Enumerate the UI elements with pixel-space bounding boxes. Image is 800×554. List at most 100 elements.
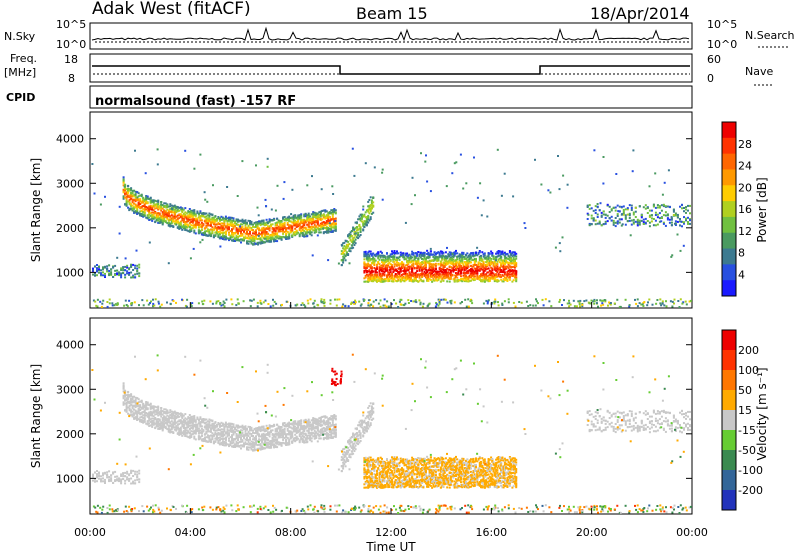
data-cell bbox=[232, 217, 235, 220]
data-cell bbox=[304, 226, 307, 229]
data-cell bbox=[167, 262, 170, 265]
data-cell bbox=[292, 218, 295, 221]
data-cell bbox=[357, 237, 360, 240]
data-cell bbox=[316, 221, 319, 224]
data-cell bbox=[193, 219, 196, 222]
data-cell bbox=[143, 198, 146, 201]
data-cell bbox=[488, 262, 491, 265]
data-cell bbox=[389, 275, 392, 278]
data-cell bbox=[588, 204, 591, 207]
data-cell bbox=[481, 272, 484, 275]
data-cell bbox=[406, 255, 409, 258]
data-cell bbox=[188, 211, 191, 214]
data-cell bbox=[304, 212, 307, 215]
data-cell bbox=[185, 229, 188, 232]
nave-tick-top: 60 bbox=[707, 53, 721, 66]
data-cell bbox=[449, 253, 452, 256]
data-cell bbox=[386, 274, 388, 277]
data-cell bbox=[228, 216, 230, 219]
data-cell bbox=[392, 260, 395, 263]
data-cell bbox=[417, 265, 420, 268]
data-cell bbox=[363, 215, 366, 218]
data-cell bbox=[562, 174, 565, 177]
data-cell bbox=[262, 221, 265, 224]
data-cell bbox=[209, 222, 212, 225]
data-cell bbox=[518, 301, 521, 303]
data-cell bbox=[465, 267, 467, 270]
data-cell bbox=[575, 305, 578, 308]
data-cell bbox=[259, 242, 262, 245]
noise-search-label: N.Search bbox=[745, 29, 795, 42]
data-cell bbox=[250, 227, 253, 229]
data-cell bbox=[128, 188, 131, 191]
data-cell bbox=[363, 213, 366, 216]
data-cell bbox=[161, 218, 164, 221]
data-cell bbox=[253, 230, 256, 233]
data-cell bbox=[496, 271, 499, 273]
data-cell bbox=[367, 299, 370, 302]
data-cell bbox=[421, 258, 424, 260]
data-cell bbox=[319, 211, 322, 214]
data-cell bbox=[631, 170, 634, 173]
data-cell bbox=[232, 226, 235, 229]
data-cell bbox=[685, 208, 687, 211]
data-cell bbox=[134, 264, 137, 267]
data-cell bbox=[421, 252, 424, 255]
data-cell bbox=[468, 261, 471, 264]
data-cell bbox=[325, 210, 328, 213]
data-cell bbox=[264, 229, 267, 232]
data-cell bbox=[418, 254, 421, 257]
data-cell bbox=[304, 220, 307, 223]
data-cell bbox=[482, 253, 485, 256]
data-cell bbox=[232, 238, 235, 241]
data-cell bbox=[244, 227, 247, 230]
data-cell bbox=[250, 228, 253, 231]
data-cell bbox=[496, 280, 499, 283]
data-cell bbox=[316, 227, 319, 230]
data-cell bbox=[322, 227, 325, 230]
data-cell bbox=[444, 274, 447, 277]
data-cell bbox=[367, 253, 370, 256]
data-cell bbox=[223, 217, 226, 220]
data-cell bbox=[471, 254, 474, 257]
data-cell bbox=[157, 217, 160, 220]
data-cell bbox=[128, 194, 131, 197]
data-cell bbox=[312, 219, 315, 222]
data-cell bbox=[478, 251, 481, 254]
data-cell bbox=[506, 279, 509, 282]
data-cell bbox=[389, 259, 392, 262]
data-cell bbox=[142, 196, 145, 199]
data-cell bbox=[411, 279, 414, 282]
data-cell bbox=[373, 254, 376, 256]
data-cell bbox=[441, 271, 444, 274]
data-cell bbox=[482, 270, 485, 273]
data-cell bbox=[280, 223, 283, 226]
data-cell bbox=[164, 202, 167, 205]
data-cell bbox=[638, 219, 641, 222]
data-cell bbox=[381, 251, 383, 254]
data-cell bbox=[642, 305, 645, 307]
data-cell bbox=[392, 267, 395, 270]
data-cell bbox=[368, 264, 371, 267]
data-cell bbox=[372, 300, 375, 303]
data-cell bbox=[334, 217, 337, 220]
data-cell bbox=[453, 280, 456, 283]
data-cell bbox=[372, 280, 375, 283]
data-cell bbox=[255, 231, 257, 234]
data-cell bbox=[502, 280, 505, 283]
data-cell bbox=[291, 234, 294, 237]
data-cell bbox=[199, 153, 202, 156]
data-cell bbox=[472, 269, 475, 272]
data-cell bbox=[622, 213, 625, 216]
data-cell bbox=[473, 260, 476, 263]
data-cell bbox=[220, 231, 223, 234]
data-cell bbox=[505, 273, 508, 276]
data-cell bbox=[267, 225, 270, 228]
data-cell bbox=[515, 270, 518, 273]
data-cell bbox=[664, 211, 667, 214]
data-cell bbox=[365, 221, 368, 223]
data-cell bbox=[279, 220, 282, 223]
data-cell bbox=[630, 219, 633, 222]
data-cell bbox=[344, 259, 347, 262]
data-cell bbox=[409, 265, 412, 268]
